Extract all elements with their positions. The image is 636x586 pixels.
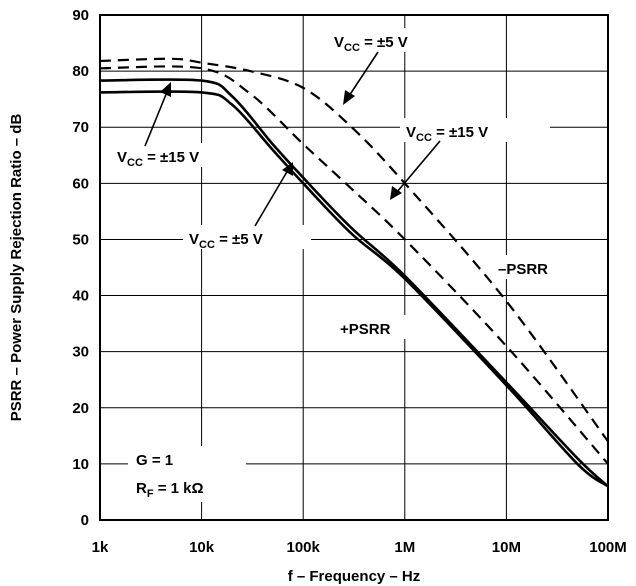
y-tick-label: 20: [72, 400, 89, 417]
vcc-15v-dashed-label: VCC = ±15 V: [406, 124, 488, 144]
vcc-15v-solid-label: VCC = ±15 V: [117, 149, 199, 169]
y-axis-label: PSRR – Power Supply Rejection Ratio – dB: [8, 114, 25, 422]
y-tick-label: 30: [72, 344, 89, 361]
pointer-vcc-15v-dashed: [390, 140, 441, 200]
neg-psrr-5v-curve: [99, 57, 609, 443]
x-tick-label: 1M: [394, 539, 415, 556]
neg-psrr-15v-curve: [99, 65, 609, 465]
y-tick-label: 50: [72, 231, 89, 248]
x-tick-label: 10M: [492, 539, 521, 556]
y-tick-label: 40: [72, 288, 89, 305]
grid: [100, 15, 608, 520]
pointer-vcc-5v-dashed: [343, 51, 379, 105]
plot-frame: [99, 14, 609, 521]
y-tick-label: 90: [72, 7, 89, 24]
pos-psrr-15v-curve: [99, 90, 609, 488]
annotations: VCC = ±5 V VCC = ±15 V VCC = ±15 V VCC =…: [110, 28, 572, 502]
y-tick-label: 60: [72, 175, 89, 192]
x-tick-label: 100k: [287, 539, 321, 556]
neg-psrr-label: –PSRR: [498, 261, 548, 278]
pointer-vcc-5v-solid: [254, 162, 293, 227]
vcc-5v-dashed-label: VCC = ±5 V: [334, 34, 408, 54]
y-tick-label: 0: [81, 512, 89, 529]
y-tick-label: 80: [72, 63, 89, 80]
pointer-vcc-15v-solid: [144, 82, 171, 147]
y-tick-label: 10: [72, 456, 89, 473]
x-tick-label: 1k: [92, 539, 109, 556]
rf-label: RF = 1 kΩ: [136, 480, 204, 500]
x-tick-label: 100M: [589, 539, 627, 556]
vcc-5v-solid-label: VCC = ±5 V: [189, 231, 263, 251]
gain-label: G = 1: [136, 452, 173, 469]
curves: [99, 57, 609, 488]
x-axis-label: f – Frequency – Hz: [288, 568, 421, 585]
y-tick-label: 70: [72, 119, 89, 136]
pos-psrr-5v-curve: [99, 78, 609, 488]
x-tick-label: 10k: [189, 539, 215, 556]
pos-psrr-label: +PSRR: [340, 321, 391, 338]
tick-labels: 1k 10k 100k 1M 10M 100M 0 10 20 30 40 50 60 70 80 90: [72, 7, 626, 556]
